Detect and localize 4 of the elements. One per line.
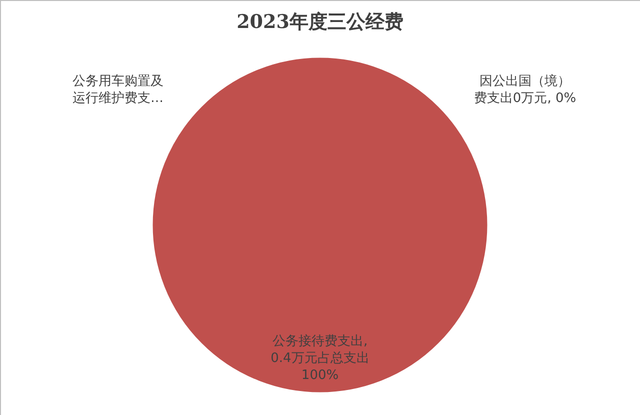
category-label: 因公出国（境）费支出0万元, 0% (474, 74, 576, 106)
chart-title: 2023年度三公经费 (236, 11, 404, 33)
slice-label: 公务接待费支出, 0.4万元占总支出100% (270, 334, 370, 383)
category-label: 公务用车购置及运行维护费支… (72, 74, 164, 106)
